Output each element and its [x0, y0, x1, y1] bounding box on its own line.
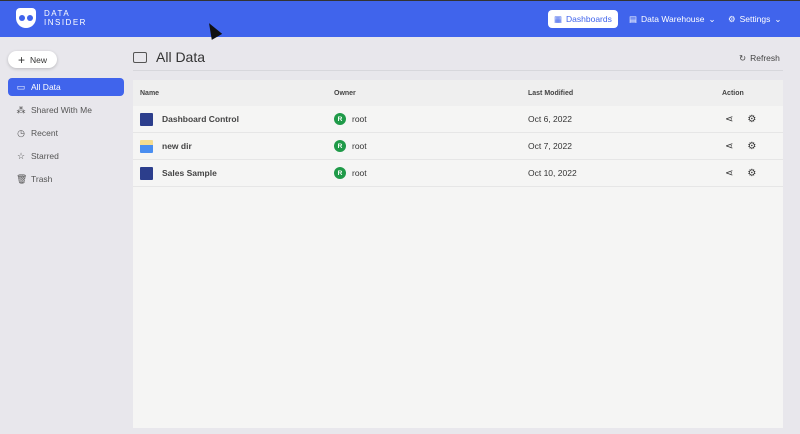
gear-icon[interactable]: ⚙ [747, 140, 757, 152]
column-owner[interactable]: Owner [334, 89, 356, 97]
nav-data-warehouse[interactable]: ▤ Data Warehouse ⌄ [623, 10, 722, 28]
dashboard-file-icon [140, 112, 153, 126]
brand-line2: INSIDER [44, 18, 87, 27]
logo[interactable]: DATA INSIDER [16, 8, 87, 28]
sidebar-item-label: Recent [31, 128, 58, 138]
sidebar-item-label: Trash [31, 174, 53, 184]
page-title: All Data [133, 49, 205, 65]
last-modified: Oct 7, 2022 [528, 141, 572, 151]
column-last-modified[interactable]: Last Modified [528, 89, 574, 97]
nav-label: Settings [739, 14, 771, 24]
nav-label: Data Warehouse [641, 14, 705, 24]
sidebar-item-shared[interactable]: ⁂ Shared With Me [8, 101, 124, 119]
refresh-label: Refresh [750, 53, 780, 63]
star-icon: ☆ [16, 150, 26, 161]
gear-icon[interactable]: ⚙ [747, 167, 757, 179]
last-modified: Oct 10, 2022 [528, 168, 577, 178]
sidebar-item-trash[interactable]: 🗑 Trash [8, 170, 124, 188]
share-icon[interactable]: ⋖ [725, 167, 734, 179]
new-label: New [30, 54, 48, 65]
divider [133, 70, 783, 71]
item-name[interactable]: Dashboard Control [162, 114, 239, 124]
avatar: R [334, 113, 346, 125]
clock-icon: ◷ [17, 127, 25, 138]
share-icon[interactable]: ⋖ [725, 140, 734, 152]
owner: root [352, 114, 367, 124]
page-title-text: All Data [156, 49, 206, 65]
sidebar-item-recent[interactable]: ◷ Recent [8, 124, 124, 142]
nav-dashboards[interactable]: ▦ Dashboards [548, 10, 618, 28]
share-icon[interactable]: ⋖ [725, 113, 734, 125]
item-name[interactable]: Sales Sample [162, 168, 217, 178]
share-icon: ⁂ [16, 104, 26, 115]
data-table: Name Owner Last Modified Action Dashboar… [133, 80, 783, 428]
refresh-button[interactable]: ↻ Refresh [739, 53, 780, 64]
column-action: Action [722, 89, 744, 97]
table-header: Name Owner Last Modified Action [133, 80, 783, 106]
dashboard-file-icon [140, 166, 153, 180]
dashboard-icon: ▦ [554, 13, 563, 24]
folder-icon: ▭ [16, 81, 26, 92]
chevron-down-icon: ⌄ [774, 13, 782, 24]
last-modified: Oct 6, 2022 [528, 114, 572, 124]
owner: root [352, 168, 367, 178]
database-icon: ▤ [629, 13, 638, 24]
sidebar-item-label: Starred [31, 151, 59, 161]
trash-icon: 🗑 [16, 173, 28, 184]
sidebar-item-label: All Data [31, 82, 61, 92]
gear-icon[interactable]: ⚙ [747, 113, 757, 125]
avatar: R [334, 140, 346, 152]
new-button[interactable]: + New [8, 51, 57, 68]
owner: root [352, 141, 367, 151]
brand-line1: DATA [44, 9, 71, 18]
sidebar-item-label: Shared With Me [31, 105, 92, 115]
nav-label: Dashboards [566, 14, 612, 24]
nav-settings[interactable]: ⚙ Settings ⌄ [722, 10, 787, 28]
top-bar: DATA INSIDER ▦ Dashboards ▤ Data Warehouse ⌄… [0, 0, 800, 37]
owl-logo-icon [16, 8, 36, 28]
sidebar: ▭ All Data ⁂ Shared With Me ◷ Recent ☆ Starr… [8, 78, 124, 193]
folder-file-icon [140, 139, 153, 153]
column-name[interactable]: Name [140, 89, 160, 97]
avatar: R [334, 167, 346, 179]
sidebar-item-starred[interactable]: ☆ Starred [8, 147, 124, 165]
refresh-icon: ↻ [739, 53, 747, 63]
folder-icon [133, 51, 147, 63]
gear-icon: ⚙ [728, 13, 736, 24]
chevron-down-icon: ⌄ [708, 13, 716, 24]
plus-icon: + [17, 52, 25, 67]
sidebar-item-all-data[interactable]: ▭ All Data [8, 78, 124, 96]
item-name[interactable]: new dir [162, 141, 192, 151]
